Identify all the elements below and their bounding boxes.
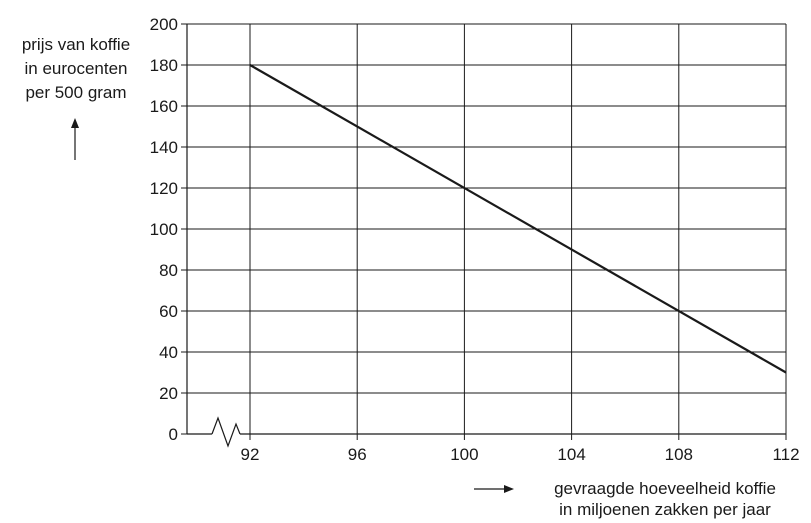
y-axis-label-line-2: in eurocenten [24, 59, 128, 78]
y-axis-label-line-3: per 500 gram [25, 83, 127, 102]
y-axis-label-line-1: prijs van koffie [21, 35, 131, 54]
y-tick-label-160: 160 [150, 97, 178, 116]
x-axis-label-line-1: gevraagde hoeveelheid koffie [554, 479, 776, 498]
y-tick-label-0: 0 [169, 425, 178, 444]
y-tick-label-100: 100 [150, 220, 178, 239]
tick-labels: 0 20 40 60 80 100 120 140 160 180 200 92 96 100 104 108… [150, 15, 800, 464]
x-axis-label-line-2: in miljoenen zakken per jaar [559, 500, 771, 519]
y-tick-label-180: 180 [150, 56, 178, 75]
series-lines [249, 64, 787, 374]
x-tick-label-96: 96 [348, 445, 367, 464]
axes [181, 23, 786, 448]
y-tick-label-120: 120 [150, 179, 178, 198]
x-tick-label-108: 108 [665, 445, 693, 464]
y-tick-label-80: 80 [159, 261, 178, 280]
x-tick-label-92: 92 [241, 445, 260, 464]
axis-arrows [71, 118, 514, 493]
y-tick-label-20: 20 [159, 384, 178, 403]
x-tick-label-100: 100 [450, 445, 478, 464]
x-axis-break-symbol [211, 416, 241, 448]
y-tick-label-60: 60 [159, 302, 178, 321]
x-label-arrow-head [504, 485, 514, 493]
x-tick-label-112: 112 [772, 445, 799, 464]
x-tick-label-104: 104 [557, 445, 585, 464]
y-tick-label-140: 140 [150, 138, 178, 157]
grid-lines [187, 23, 787, 440]
y-tick-label-40: 40 [159, 343, 178, 362]
y-tick-label-200: 200 [150, 15, 178, 34]
y-label-arrow-head [71, 118, 79, 128]
series-line-0 [249, 64, 787, 374]
